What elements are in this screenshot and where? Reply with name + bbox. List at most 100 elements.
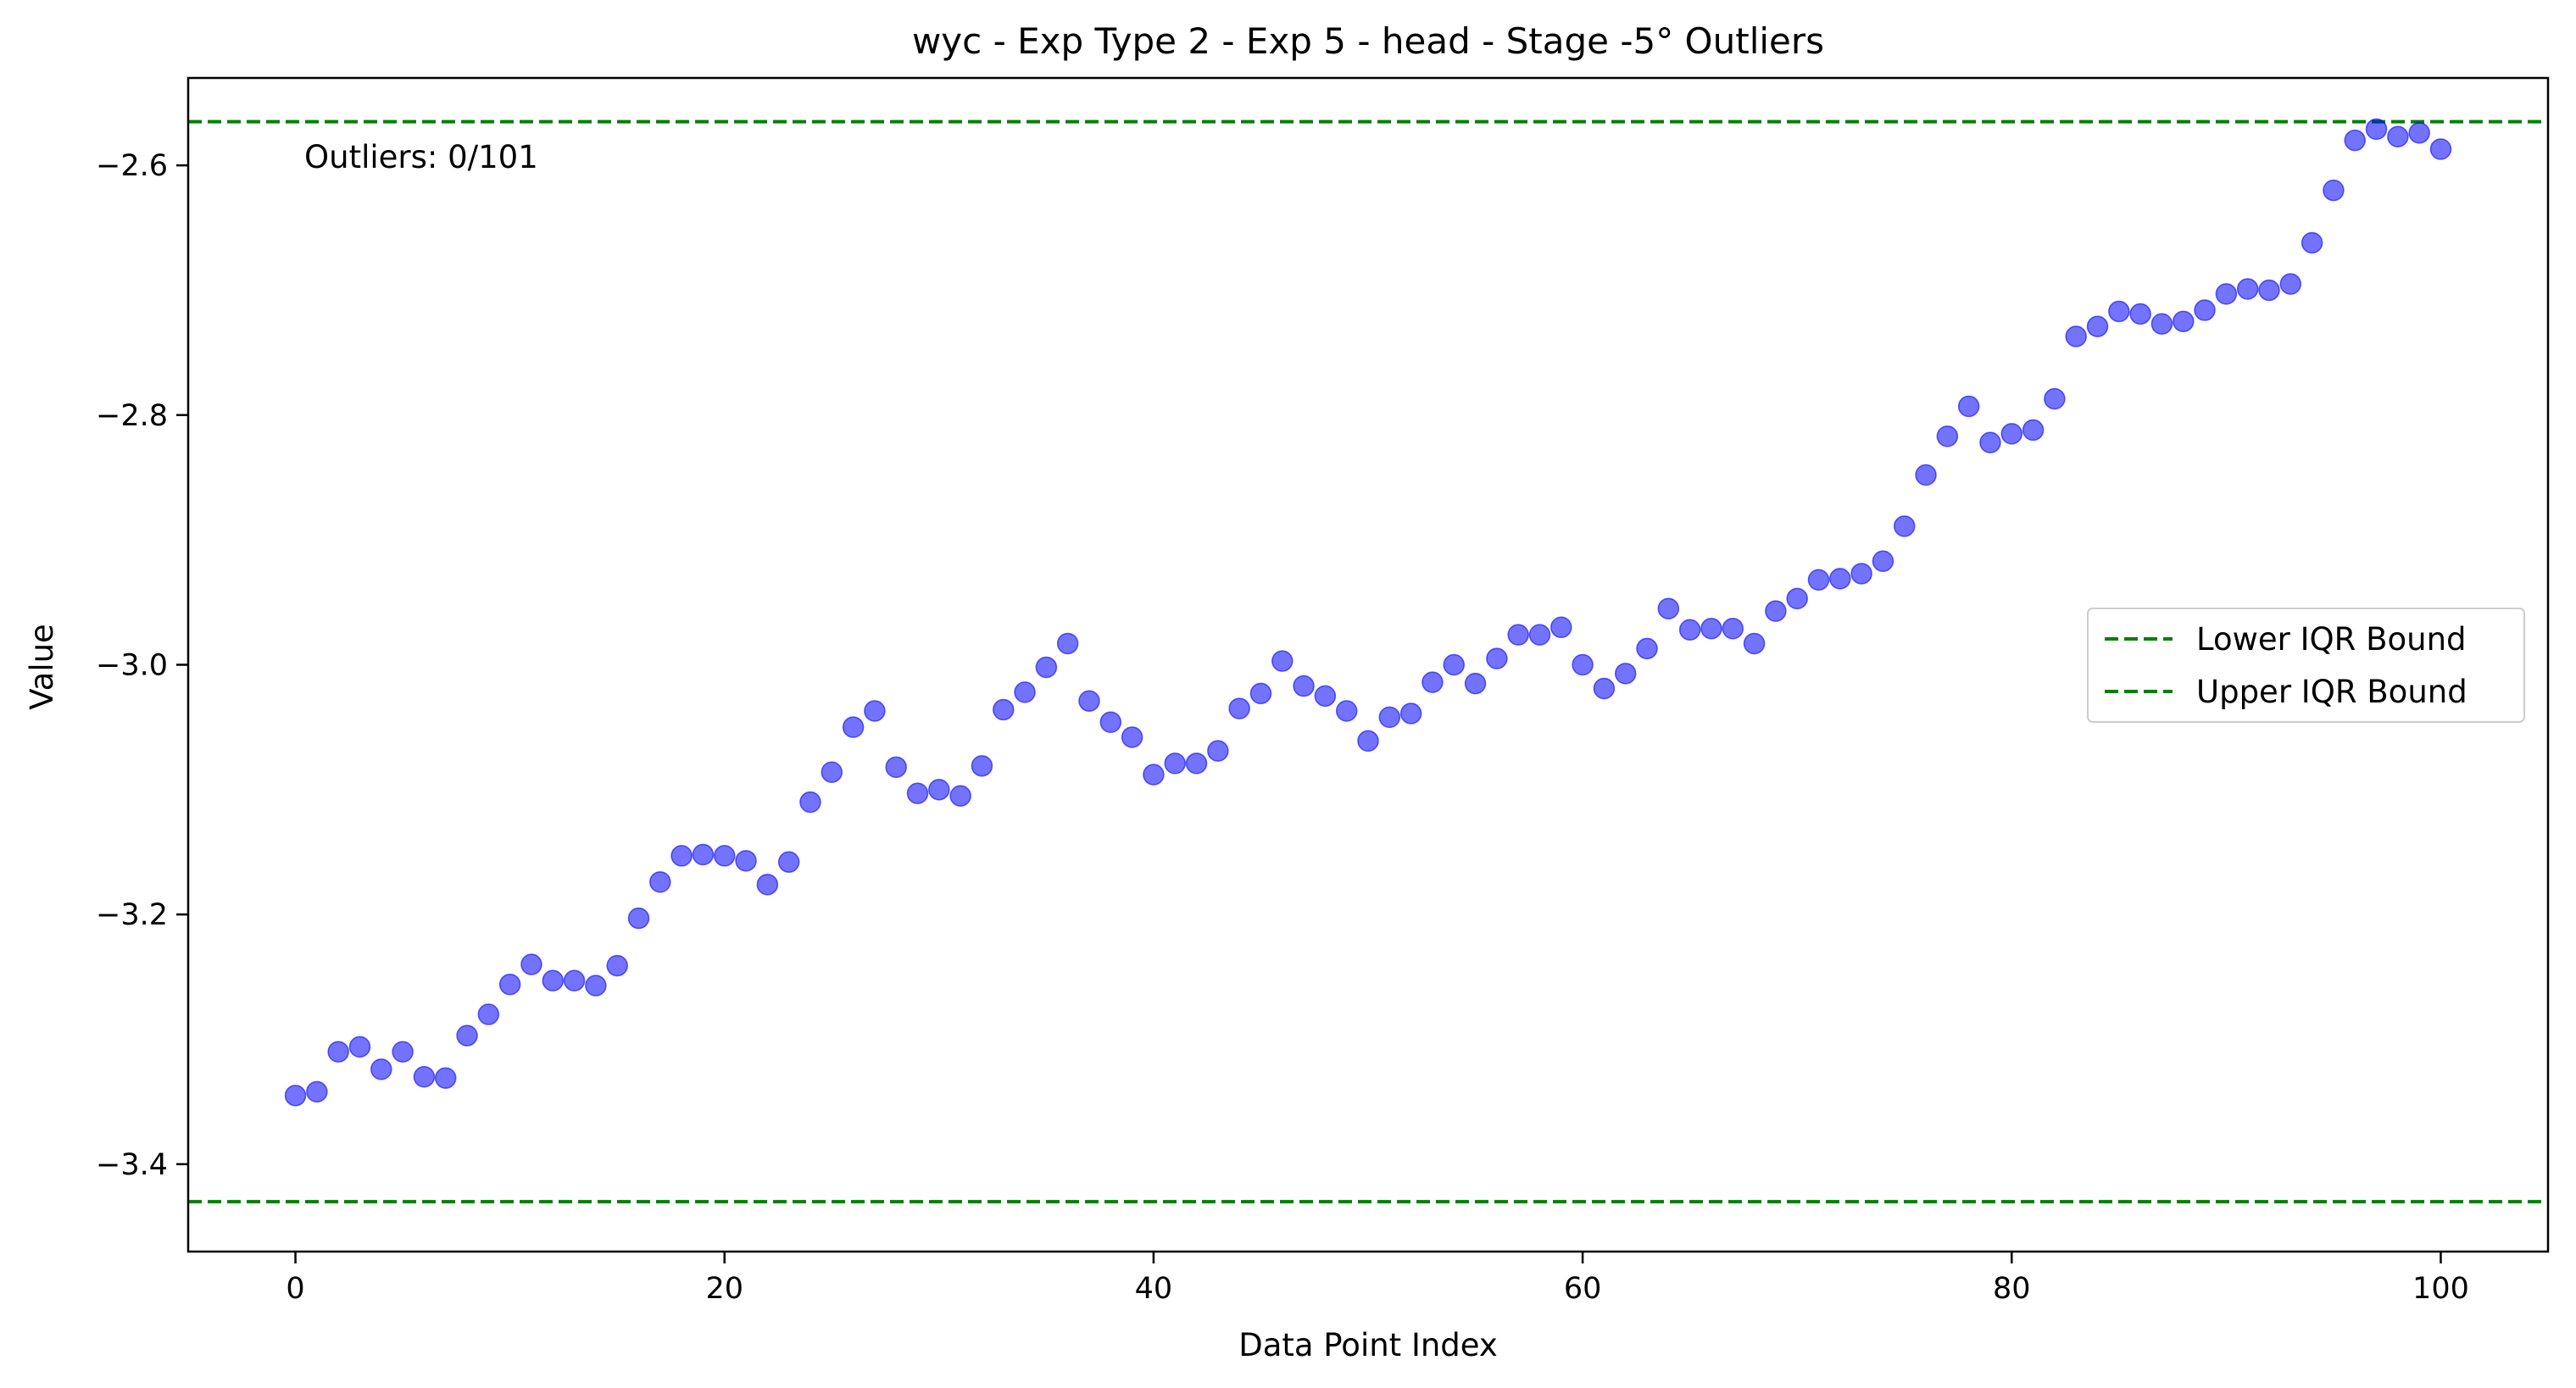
data-point — [456, 1024, 478, 1047]
plot-area: 0 20 40 60 80 100 −3.4 −3.2 −3.0 −2.8 −2.6 Outlie… — [96, 76, 2550, 1306]
data-point — [1464, 672, 1487, 695]
data-point — [1378, 706, 1401, 729]
data-point — [542, 969, 565, 992]
data-point — [1915, 464, 1937, 486]
data-point — [971, 755, 993, 777]
data-point — [1893, 515, 1916, 537]
data-point — [413, 1065, 436, 1088]
data-point — [1035, 656, 1058, 679]
chart-title: wyc - Exp Type 2 - Exp 5 - head - Stage … — [912, 20, 1824, 62]
data-point — [1872, 550, 1894, 572]
data-point — [1014, 681, 1036, 703]
y-ticks: −3.4 −3.2 −3.0 −2.8 −2.6 — [96, 149, 188, 1182]
x-tick-label: 60 — [1564, 1272, 1602, 1306]
data-point — [1335, 700, 1358, 722]
data-point — [1550, 616, 1572, 639]
data-point — [627, 907, 650, 930]
data-point — [2000, 423, 2023, 445]
data-point — [1228, 697, 1250, 719]
data-point — [1207, 740, 1229, 762]
data-point — [1957, 395, 1980, 418]
data-point — [1293, 675, 1315, 697]
x-tick-label: 100 — [2412, 1272, 2469, 1306]
outliers-annotation: Outliers: 0/101 — [304, 139, 538, 175]
data-point — [1121, 726, 1143, 748]
data-point — [2215, 283, 2238, 305]
data-point — [370, 1058, 392, 1080]
legend-label: Upper IQR Bound — [2196, 674, 2468, 710]
data-point — [498, 973, 521, 996]
data-point — [2279, 273, 2302, 295]
data-point — [1572, 653, 1594, 676]
data-point — [1700, 618, 1722, 640]
data-point — [864, 700, 886, 722]
data-point — [928, 779, 950, 801]
data-point — [1399, 702, 1422, 725]
data-point — [842, 716, 865, 738]
data-point — [606, 954, 628, 977]
data-point — [2108, 300, 2130, 323]
iqr-bounds — [188, 119, 2548, 1204]
data-point — [1636, 637, 1658, 660]
data-point — [1979, 431, 2001, 453]
legend-box — [2087, 608, 2525, 723]
data-point — [2065, 325, 2087, 347]
x-tick-label: 0 — [286, 1272, 304, 1306]
data-point — [2387, 125, 2409, 147]
data-point — [1936, 425, 1959, 447]
x-ticks: 0 20 40 60 80 100 — [286, 1252, 2469, 1306]
y-tick-label: −2.8 — [96, 399, 168, 433]
data-point — [1185, 752, 1208, 775]
data-point — [2150, 313, 2173, 336]
data-point — [434, 1067, 457, 1089]
data-point — [1271, 650, 1294, 672]
data-point — [1143, 763, 1165, 786]
data-point — [713, 845, 736, 867]
data-point — [1528, 624, 1551, 646]
data-point — [906, 782, 929, 805]
data-point — [2044, 387, 2066, 410]
data-point — [1807, 569, 1830, 591]
data-point — [1678, 619, 1701, 641]
y-tick-label: −3.0 — [96, 649, 168, 683]
data-point — [1357, 730, 1379, 752]
data-point — [649, 871, 671, 893]
data-point — [1507, 624, 1529, 646]
data-point — [2086, 315, 2109, 337]
legend: Lower IQR Bound Upper IQR Bound — [2087, 608, 2525, 723]
data-point — [1249, 682, 1272, 705]
data-point — [2429, 138, 2452, 160]
data-point — [563, 969, 586, 992]
data-point — [2258, 279, 2280, 302]
data-point — [2236, 278, 2259, 300]
data-point — [2172, 310, 2195, 333]
data-point — [992, 698, 1015, 721]
data-point — [1314, 685, 1337, 708]
y-tick-label: −2.6 — [96, 149, 168, 183]
data-point — [949, 785, 971, 807]
x-tick-label: 20 — [705, 1272, 743, 1306]
data-point — [777, 851, 800, 874]
data-points — [284, 118, 2452, 1107]
data-point — [735, 850, 757, 872]
data-point — [1056, 632, 1079, 655]
data-point — [327, 1041, 349, 1063]
y-axis-label: Value — [24, 624, 60, 710]
data-point — [885, 756, 907, 779]
data-point — [1829, 568, 1851, 590]
legend-label: Lower IQR Bound — [2196, 621, 2467, 658]
y-tick-label: −3.2 — [96, 898, 168, 932]
data-point — [2408, 122, 2430, 144]
data-point — [2022, 419, 2045, 441]
data-point — [392, 1041, 414, 1063]
data-point — [585, 974, 607, 997]
data-point — [2129, 303, 2151, 325]
data-point — [1765, 600, 1787, 622]
x-tick-label: 40 — [1135, 1272, 1173, 1306]
data-point — [799, 791, 821, 813]
data-point — [348, 1035, 371, 1058]
data-point — [692, 843, 715, 866]
data-point — [1722, 618, 1744, 640]
data-point — [1164, 752, 1186, 775]
